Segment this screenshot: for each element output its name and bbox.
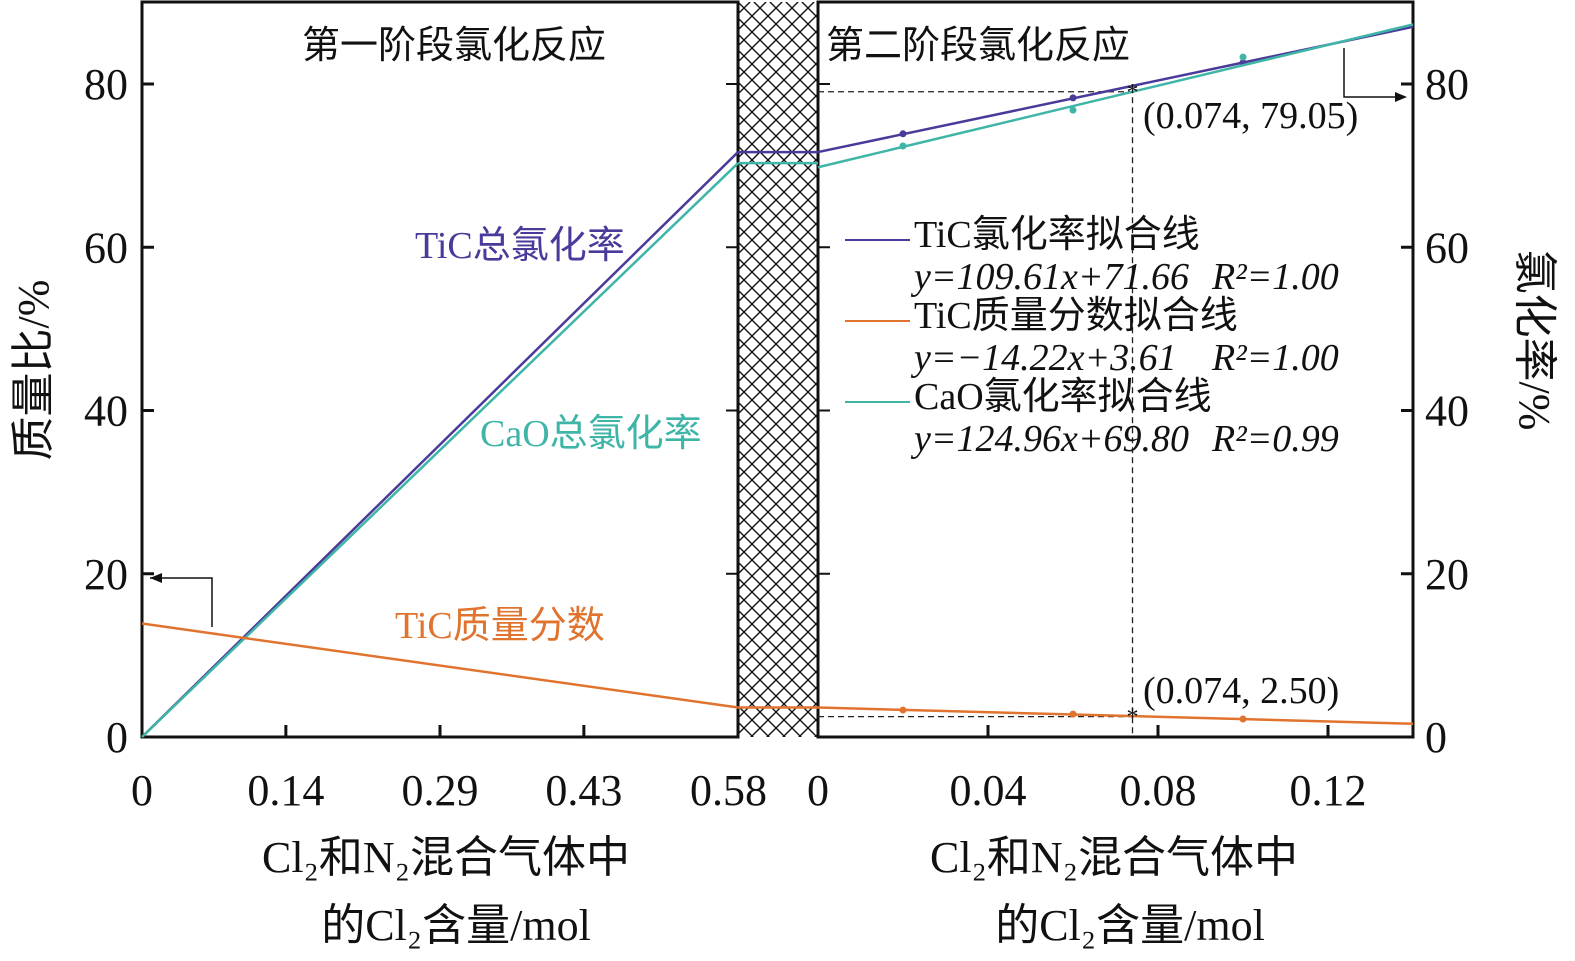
x-tick-label-left: 0.14	[247, 766, 324, 815]
legend-equation-cao_rate: y=124.96x+69.80	[910, 418, 1189, 460]
series-line-tic_rate	[141, 151, 739, 738]
y-tick-label-right: 60	[1425, 223, 1469, 272]
data-point-cao_rate	[1069, 106, 1077, 114]
data-point-tic_rate	[1069, 94, 1077, 102]
annotation-label: (0.074, 2.50)	[1143, 670, 1339, 712]
fit-line-cao_rate	[817, 23, 1414, 169]
data-point-tic_mass	[899, 706, 907, 714]
x-tick-label-left: 0	[131, 766, 153, 815]
arrow-to-left-axis	[150, 577, 213, 627]
legend-r2-cao_rate: R²=0.99	[1211, 418, 1339, 460]
y-axis-label-left: 质量比/%	[9, 280, 58, 461]
y-tick-label-left: 20	[84, 550, 128, 599]
right-panel-frame	[816, 0, 1415, 739]
y-axis-label-right: 氯化率/%	[1510, 250, 1559, 431]
series-label-tic_rate: TiC总氯化率	[415, 225, 625, 267]
x-tick-label-left: 0.58	[690, 766, 767, 815]
annotation-label: (0.074, 79.05)	[1143, 95, 1358, 137]
fit-line-tic_mass	[817, 706, 1414, 726]
x-axis-label-right-line1: Cl₂和N₂混合气体中	[930, 833, 1298, 882]
series-line-cao_rate	[141, 162, 739, 738]
x-axis-label-left-line1: Cl₂和N₂混合气体中	[262, 833, 630, 882]
series-label-tic_mass: TiC质量分数	[395, 605, 605, 647]
arrowhead-left	[150, 573, 162, 583]
panel-title-left: 第一阶段氯化反应	[302, 25, 606, 67]
data-point-tic_mass	[1069, 710, 1077, 718]
legend-equation-tic_rate: y=109.61x+71.66	[910, 256, 1189, 298]
annotation-marker: *	[1127, 705, 1139, 731]
y-tick-label-right: 0	[1425, 713, 1447, 762]
data-point-tic_mass	[1239, 715, 1247, 723]
series-label-cao_rate: CaO总氯化率	[480, 413, 702, 455]
panel-title-right: 第二阶段氯化反应	[826, 25, 1130, 67]
annotation-marker: *	[1127, 80, 1139, 106]
y-tick-label-left: 0	[106, 713, 128, 762]
legend-r2-tic_mass: R²=1.00	[1211, 337, 1339, 379]
y-tick-label-right: 40	[1425, 387, 1469, 436]
x-tick-label-right: 0.04	[950, 766, 1027, 815]
x-axis-label-left-line2: 的Cl₂含量/mol	[321, 901, 591, 950]
y-tick-label-right: 80	[1425, 60, 1469, 109]
series-line-tic_mass	[141, 622, 739, 709]
data-point-tic_rate	[899, 130, 907, 138]
x-tick-label-right: 0.12	[1290, 766, 1367, 815]
y-tick-label-left: 40	[84, 387, 128, 436]
x-tick-label-left: 0.29	[402, 766, 479, 815]
x-tick-label-left: 0.43	[545, 766, 622, 815]
data-point-cao_rate	[899, 142, 907, 150]
legend-name-tic_mass: TiC质量分数拟合线	[914, 295, 1238, 337]
y-tick-label-left: 60	[84, 223, 128, 272]
x-tick-label-right: 0	[807, 766, 829, 815]
legend-name-cao_rate: CaO氯化率拟合线	[914, 376, 1212, 418]
y-tick-label-left: 80	[84, 60, 128, 109]
y-tick-label-right: 20	[1425, 550, 1469, 599]
data-point-cao_rate	[1239, 53, 1247, 61]
arrowhead-right	[1395, 92, 1407, 102]
legend-name-tic_rate: TiC氯化率拟合线	[914, 214, 1200, 256]
legend-equation-tic_mass: y=−14.22x+3.61	[910, 337, 1177, 379]
x-tick-label-right: 0.08	[1120, 766, 1197, 815]
transition-hatch	[738, 2, 818, 737]
arrow-to-right-axis	[1343, 48, 1405, 98]
legend-r2-tic_rate: R²=1.00	[1211, 256, 1339, 298]
x-axis-label-right-line2: 的Cl₂含量/mol	[995, 901, 1265, 950]
